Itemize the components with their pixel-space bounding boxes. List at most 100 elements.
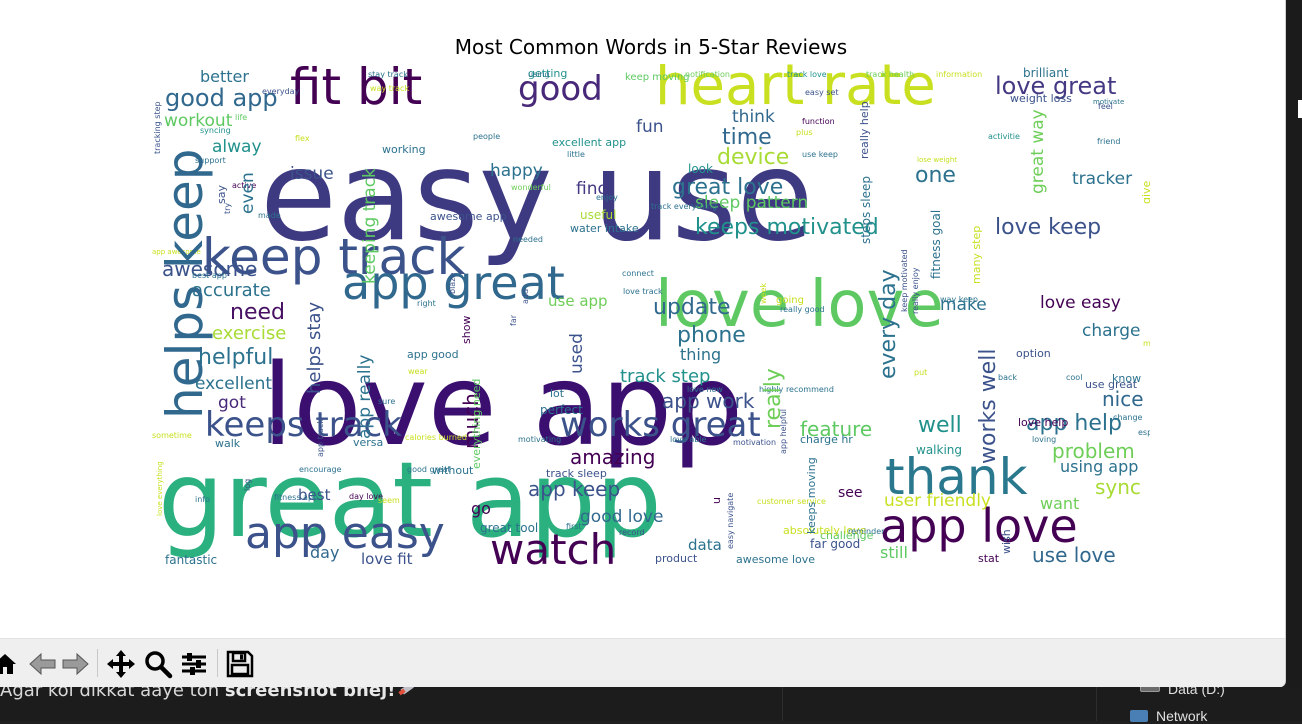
word-cloud-word: want <box>1040 494 1079 513</box>
word-cloud-word-vertical: app helpful <box>779 409 788 454</box>
word-cloud-word: love able <box>670 435 707 444</box>
word-cloud-word: keep moving <box>625 72 690 83</box>
toolbar-separator <box>97 649 98 677</box>
word-cloud-word: excellent <box>195 374 272 394</box>
word-cloud-word: heart rate <box>655 64 936 118</box>
word-cloud-word: motivate <box>1093 98 1124 106</box>
word-cloud-word-vertical: steps sleep <box>859 176 873 244</box>
word-cloud-word: know <box>1112 372 1141 385</box>
word-cloud-word: plus <box>796 128 813 137</box>
word-cloud-word: syncing <box>200 126 231 135</box>
word-cloud-word: excellent app <box>552 136 626 149</box>
word-cloud-word: user friendly <box>884 491 991 511</box>
word-cloud-word-vertical: give <box>1140 180 1150 204</box>
sliders-icon <box>182 653 206 675</box>
word-cloud-word: flex <box>295 134 310 143</box>
word-cloud-word: encourage <box>299 465 342 474</box>
zoom-icon <box>145 651 173 679</box>
word-cloud-word: phone <box>677 323 746 348</box>
word-cloud-word-vertical: keep motivated <box>900 249 909 312</box>
word-cloud-word: versa <box>353 436 383 449</box>
word-cloud-word: good great <box>407 465 451 474</box>
word-cloud-word: charge hr <box>800 433 853 446</box>
word-cloud-word: using <box>528 70 550 79</box>
word-cloud-word: use app <box>548 292 608 310</box>
word-cloud-word-vertical: far <box>509 314 518 326</box>
word-cloud-word: alway <box>212 137 262 157</box>
word-cloud-word: cool <box>1066 373 1082 382</box>
word-cloud-word-vertical: helps stay <box>304 302 325 394</box>
zoom-button[interactable] <box>143 647 173 681</box>
word-cloud-word: track love <box>787 70 827 79</box>
word-cloud-word: walking <box>916 443 962 457</box>
save-icon <box>226 650 254 678</box>
word-cloud-word: way keep <box>940 295 978 304</box>
word-cloud-word: right <box>417 299 436 308</box>
word-cloud-word: sync <box>1095 475 1141 499</box>
word-cloud-word: sure <box>378 397 395 406</box>
word-cloud-word: wear <box>408 367 428 376</box>
word-cloud-word: happy <box>490 161 543 181</box>
forward-button[interactable] <box>60 647 90 681</box>
word-cloud-word: easy set <box>805 88 839 97</box>
word-cloud-word: brilliant <box>1023 66 1069 80</box>
word-cloud-word: amazing <box>570 445 655 469</box>
word-cloud-word: tracker <box>1072 169 1132 189</box>
word-cloud-word: better <box>200 67 249 86</box>
word-cloud-word-vertical: u <box>710 497 723 504</box>
word-cloud-word-vertical: used <box>567 333 587 374</box>
word-cloud-word: see <box>838 485 863 501</box>
word-cloud-word: information <box>936 70 982 79</box>
word-cloud-word: without <box>432 464 474 477</box>
move-icon <box>107 650 135 678</box>
word-cloud-word: great tool <box>480 521 538 535</box>
pane-divider <box>782 687 783 721</box>
word-cloud-word: app good <box>407 348 459 361</box>
word-cloud-word: well <box>918 413 962 438</box>
configure-subplots-button[interactable] <box>179 647 209 681</box>
panel-edge-indicator <box>1298 100 1302 118</box>
word-cloud-word: find <box>576 179 608 199</box>
word-cloud-word: thing <box>680 345 721 364</box>
word-cloud-word: use great <box>1085 378 1138 391</box>
word-cloud-word-vertical: really enjoy <box>911 267 920 314</box>
word-cloud-word: walk <box>215 437 241 450</box>
word-cloud-word-vertical: fitness goal <box>929 210 943 279</box>
figure-toolbar <box>0 638 1285 687</box>
word-cloud-word: use keep <box>802 150 838 159</box>
word-cloud-word: change <box>1113 413 1143 422</box>
word-cloud-word: app love <box>880 499 1078 553</box>
word-cloud-word: best <box>298 486 331 504</box>
word-cloud-word: love love <box>655 268 944 342</box>
word-cloud-word: thank <box>885 448 1028 506</box>
home-button[interactable] <box>0 647 18 681</box>
back-button[interactable] <box>28 647 58 681</box>
word-cloud-word: awesome <box>162 257 257 281</box>
word-cloud-word: loving <box>1032 435 1056 444</box>
word-cloud-word: love great <box>995 72 1116 100</box>
word-cloud-word: look <box>688 162 713 176</box>
word-cloud-word: love help <box>1018 416 1068 429</box>
word-cloud-word: highly recommend <box>759 385 834 394</box>
pan-button[interactable] <box>106 647 136 681</box>
word-cloud-word: fitness app <box>274 493 318 502</box>
word-cloud-word: stay track <box>368 70 408 79</box>
word-cloud-word: product <box>655 552 698 565</box>
word-cloud-word-vertical: much <box>459 393 483 449</box>
word-cloud-word: going <box>776 295 804 306</box>
word-cloud-word: everyday <box>262 87 300 96</box>
word-cloud-word-vertical: add <box>521 289 530 304</box>
network-item[interactable]: Network <box>1130 708 1207 724</box>
word-cloud-word: track health <box>866 70 914 79</box>
save-button[interactable] <box>225 647 255 681</box>
word-cloud-word: friend <box>1097 137 1120 146</box>
word-cloud-word: best app <box>192 271 227 280</box>
word-cloud-word: great app <box>158 439 662 561</box>
word-cloud-word-vertical: try <box>223 203 232 214</box>
word-cloud-word: life <box>235 113 247 122</box>
word-cloud-word-vertical: everything need <box>470 379 483 469</box>
word-cloud-word: device <box>717 145 789 170</box>
toolbar-separator <box>217 649 218 677</box>
word-cloud-word-vertical: many step <box>970 226 983 284</box>
word-cloud-word-vertical: tracking step <box>153 101 162 154</box>
